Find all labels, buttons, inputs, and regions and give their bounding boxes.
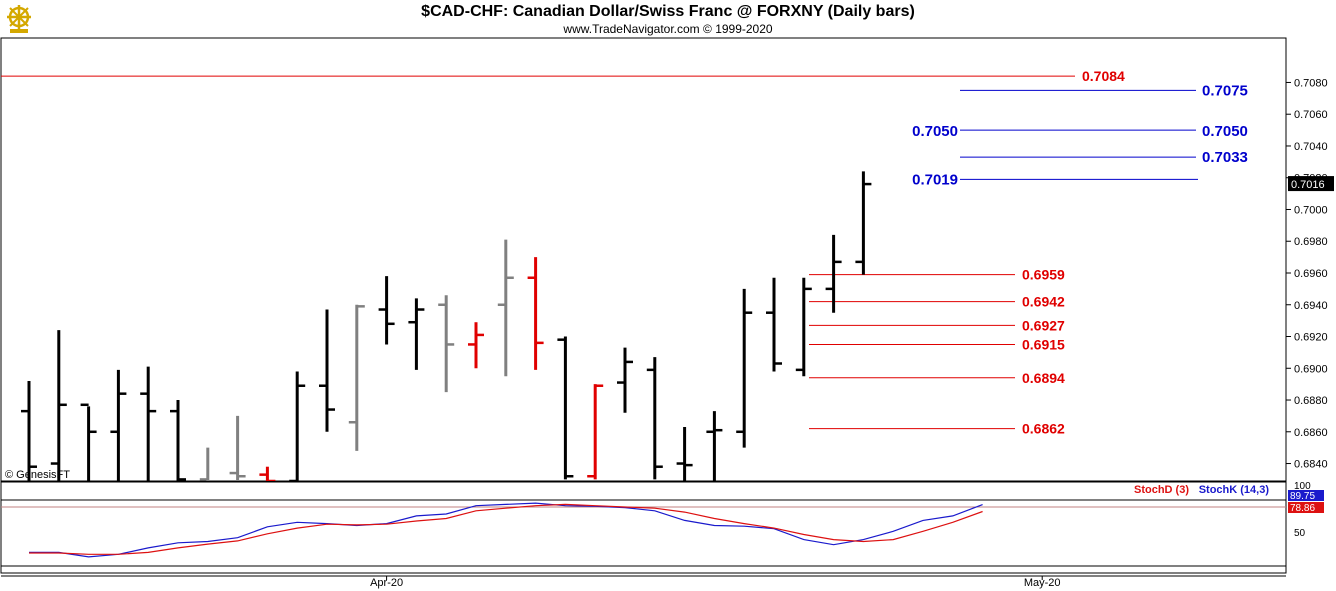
stochd-value-box (1288, 502, 1324, 513)
chart-subtitle: www.TradeNavigator.com © 1999-2020 (563, 22, 773, 36)
price-tick-label: 0.6940 (1294, 300, 1328, 312)
price-tick-label: 0.6900 (1294, 363, 1328, 375)
price-tick-label: 0.7080 (1294, 77, 1328, 89)
last-price-box (1288, 176, 1334, 192)
level-label: 0.7075 (1202, 82, 1248, 99)
price-tick-label: 0.7040 (1294, 141, 1328, 153)
legend-stochk: StochK (14,3) (1199, 484, 1270, 496)
stoch-tick-label: 50 (1294, 528, 1306, 539)
price-tick-label: 0.6880 (1294, 395, 1328, 407)
price-tick-label: 0.7000 (1294, 204, 1328, 216)
last-price-label: 0.7016 (1291, 179, 1325, 191)
level-label: 0.6894 (1022, 370, 1065, 386)
level-label: 0.6915 (1022, 336, 1065, 352)
price-tick-label: 0.6860 (1294, 427, 1328, 439)
stochk-value: 89.75 (1290, 491, 1315, 502)
level-label: 0.6959 (1022, 267, 1065, 283)
watermark: © GenesisFT (5, 469, 70, 481)
chart-title: $CAD-CHF: Canadian Dollar/Swiss Franc @ … (421, 3, 915, 20)
price-tick-label: 0.6960 (1294, 268, 1328, 280)
stoch-series-line (29, 503, 983, 555)
x-tick-label: May-20 (1024, 577, 1061, 589)
price-tick-label: 0.6840 (1294, 459, 1328, 471)
price-panel-frame (0, 37, 1287, 482)
ship-wheel-icon (7, 5, 31, 33)
level-label: 0.7019 (912, 171, 958, 188)
ohlc-bars (21, 171, 872, 481)
stoch-tick-label: 100 (1294, 481, 1311, 492)
x-tick-label: Apr-20 (370, 577, 403, 589)
price-tick-label: 0.6920 (1294, 332, 1328, 344)
legend-stochd: StochD (3) (1134, 484, 1189, 496)
level-label: 0.6927 (1022, 317, 1065, 333)
stoch-series-line (29, 502, 983, 558)
level-label: 0.6862 (1022, 421, 1065, 437)
stochd-value: 78.86 (1290, 503, 1315, 514)
stochk-value-box (1288, 490, 1324, 501)
level-label: 0.7050 (1202, 123, 1248, 140)
stoch-panel-frame (0, 481, 1287, 574)
level-label: 0.7084 (1082, 68, 1125, 84)
level-label: 0.7033 (1202, 149, 1248, 166)
price-tick-label: 0.7060 (1294, 109, 1328, 121)
price-tick-label: 0.6980 (1294, 236, 1328, 248)
level-label: 0.6942 (1022, 294, 1065, 310)
level-label-left: 0.7050 (912, 123, 958, 140)
